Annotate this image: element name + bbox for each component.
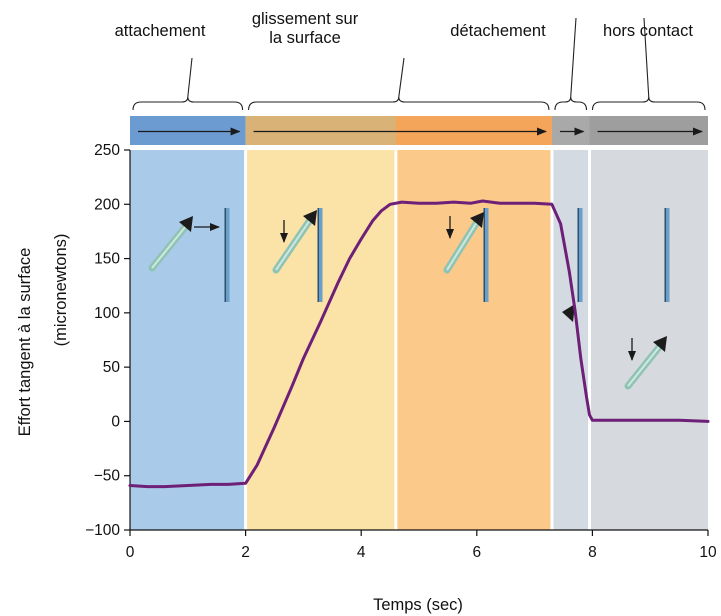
x-tick-label: 6 [472,544,481,561]
plate-4-edge [577,208,579,302]
leg-2-hl [275,219,311,271]
y-tick-label: 150 [94,251,120,268]
phase-pointer-3 [643,17,650,98]
y-tick-label: −50 [94,468,121,485]
phase-separator-3 [394,116,398,530]
leg-1-pad [179,216,193,232]
phase-label-line: hors contact [603,22,693,40]
phase-region-0 [130,150,246,530]
y-tick-label: −100 [85,522,120,539]
x-tick-label: 0 [126,544,135,561]
y-tick-label: 250 [94,142,120,159]
y-tick-label: 0 [111,413,120,430]
phase-label-1: glissement sur la surface [235,10,375,48]
leg-2-pad [303,210,317,226]
phase-label-line: attachement [114,22,206,40]
phase-pointer-2 [570,17,577,98]
x-tick-label: 8 [588,544,597,561]
phase-label-0: attachement [90,22,230,41]
plate-5-edge [664,208,666,302]
leg-3-hl [446,221,478,271]
leg-5-hl [627,345,661,387]
y-tick-label: 50 [103,359,121,376]
y-axis-title: Effort tangent à la surface [16,248,34,437]
phase-label-line: détachement [450,22,546,40]
phase-pointer-1 [398,57,405,98]
plate-3-edge [483,208,485,302]
x-axis-title: Temps (sec) [373,596,463,614]
phase-bar-2 [551,116,590,145]
y-tick-label: 200 [94,196,120,213]
x-tick-label: 2 [241,544,250,561]
phase-bracket-1 [248,96,550,111]
detached-pad [562,304,575,322]
phase-separator-0 [244,116,248,530]
plate-2-edge [317,208,319,302]
plate-1 [224,208,230,302]
phase-bracket-2 [554,96,588,111]
plate-5 [664,208,670,302]
sub-bar-0 [395,116,552,145]
x-tick-label: 4 [357,544,366,561]
x-tick-label: 10 [699,544,717,561]
y-axis-unit: (micronewtons) [52,234,70,347]
plate-1-edge [224,208,226,302]
phase-label-line: la surface [269,29,341,47]
phase-bracket-3 [591,96,706,111]
phase-region-2 [551,150,590,530]
phase-pointer-0 [187,57,193,98]
phase-separator-1 [550,116,554,530]
phase-label-line: glissement sur [251,10,359,28]
leg-5-pad [653,336,667,352]
series-line-0 [128,199,710,489]
plate-4 [577,208,583,302]
phase-label-3: hors contact [578,22,718,41]
phase-separator-2 [588,116,592,530]
phase-bar-3 [589,116,708,145]
plate-3 [483,208,489,302]
leg-1-hl [151,225,187,269]
phase-label-2: détachement [428,22,568,41]
phase-bracket-0 [132,96,244,111]
phase-region-3 [589,150,708,530]
sub-region-0 [395,150,552,530]
leg-3-pad [470,212,484,228]
plate-2 [317,208,323,302]
y-tick-label: 100 [94,305,120,322]
phase-bar-0 [130,116,246,145]
